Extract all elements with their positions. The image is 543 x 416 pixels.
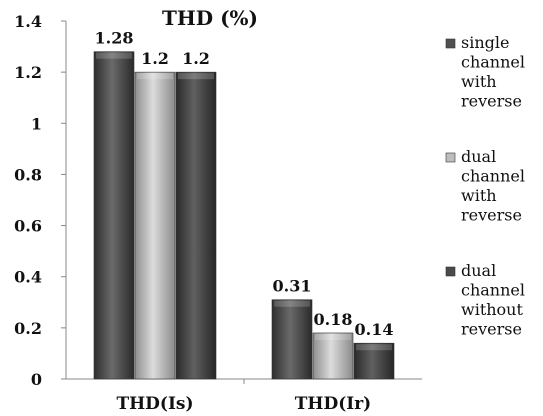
- data-label: 0.18: [314, 310, 353, 329]
- data-label: 1.28: [95, 29, 134, 48]
- legend-swatch: [445, 38, 456, 49]
- legend-label: with: [461, 186, 497, 205]
- bar-bevel: [356, 344, 392, 351]
- legend-label: without: [461, 300, 523, 319]
- legend-label: reverse: [461, 92, 522, 111]
- data-label: 1.2: [182, 49, 210, 68]
- legend-label: channel: [461, 53, 525, 72]
- legend-label: reverse: [461, 320, 522, 339]
- legend-label: reverse: [461, 206, 522, 225]
- legend-label: channel: [461, 281, 525, 300]
- legend-label: with: [461, 72, 497, 91]
- y-tick-label: 1.4: [14, 12, 42, 31]
- y-tick-label: 0.6: [14, 217, 42, 236]
- legend-label: single: [461, 33, 509, 52]
- legend-swatch: [445, 266, 456, 277]
- data-label: 0.14: [355, 320, 394, 339]
- x-tick-label: THD(Is): [116, 394, 193, 414]
- legend-label: dual: [461, 261, 496, 280]
- y-tick-label: 0: [31, 370, 42, 389]
- bar: [353, 342, 395, 380]
- y-tick-label: 1.2: [14, 63, 42, 82]
- legend-label: channel: [461, 167, 525, 186]
- data-label: 1.2: [141, 49, 169, 68]
- bar: [271, 299, 313, 380]
- y-tick-label: 1: [31, 114, 42, 133]
- chart-title: THD (%): [162, 6, 258, 30]
- bar: [312, 332, 354, 380]
- y-tick-label: 0.2: [14, 319, 42, 338]
- bar-bevel: [137, 73, 173, 80]
- x-tick-label: THD(Ir): [295, 394, 371, 414]
- y-tick-label: 0.8: [14, 165, 42, 184]
- bar-bevel: [178, 73, 214, 80]
- bar: [175, 71, 217, 380]
- bar-bevel: [96, 52, 132, 59]
- data-label: 0.31: [273, 277, 312, 296]
- legend-label: dual: [461, 147, 496, 166]
- bar-bevel: [315, 333, 351, 340]
- bar: [134, 71, 176, 380]
- legend-swatch: [445, 152, 456, 163]
- bar-bevel: [274, 300, 310, 307]
- bar: [93, 51, 135, 380]
- y-tick-label: 0.4: [14, 268, 42, 287]
